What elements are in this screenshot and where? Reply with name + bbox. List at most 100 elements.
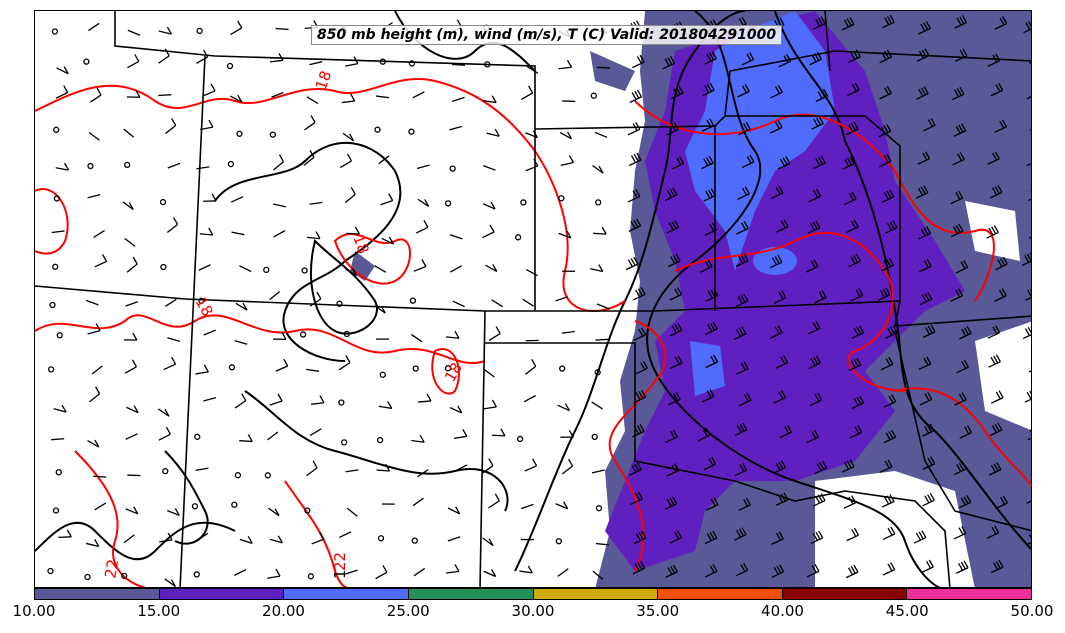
wind-barb [341, 93, 356, 104]
wind-barb [234, 393, 247, 409]
wind-barb [412, 91, 425, 99]
wind-barb [85, 539, 100, 548]
wind-barb [595, 505, 603, 512]
colorbar-tick-label: 20.00 [262, 602, 305, 620]
temp-label: 22 [331, 552, 349, 571]
wind-barb [775, 219, 789, 233]
wind-barb [703, 456, 717, 471]
wind-barb [484, 61, 491, 68]
wind-barb [416, 164, 430, 170]
wind-barb [590, 264, 604, 273]
wind-barb [848, 49, 861, 63]
wind-barb [814, 460, 828, 475]
wind-barb [310, 395, 325, 405]
wind-barb [881, 257, 895, 272]
wind-barb [950, 288, 964, 302]
wind-barb [733, 326, 747, 340]
wind-barb [416, 469, 429, 478]
wind-barb [882, 526, 896, 541]
wind-barb [670, 355, 683, 370]
wind-barb [483, 569, 497, 578]
wind-barb [882, 562, 896, 576]
wind-barb [275, 358, 289, 372]
wind-barb [555, 296, 568, 302]
wind-barb [846, 219, 859, 234]
wind-barb [515, 234, 522, 241]
height-contours [35, 11, 1031, 587]
wind-barb [915, 185, 929, 199]
wind-barb [918, 21, 931, 35]
wind-barb [482, 224, 495, 239]
wind-barb [665, 564, 678, 578]
wind-barb [84, 573, 91, 581]
wind-barb [809, 392, 823, 407]
wind-barb [525, 359, 537, 375]
wind-barb [304, 507, 311, 514]
wind-barb [560, 155, 574, 167]
wind-barb [87, 323, 101, 335]
wind-barb [449, 234, 463, 240]
wind-barb [158, 26, 172, 35]
wind-barb [88, 22, 100, 32]
wind-barb [955, 260, 969, 274]
temp-contour-11 [35, 188, 69, 255]
wind-barb [126, 89, 141, 98]
temp-contour-3 [634, 100, 995, 302]
wind-barb [455, 464, 468, 472]
wind-barb [633, 530, 647, 545]
wind-barb [56, 332, 63, 339]
wind-barb [199, 227, 214, 236]
wind-barb [230, 94, 243, 103]
wind-barb [525, 130, 538, 139]
wind-barb [846, 121, 859, 136]
wind-barb [88, 131, 100, 141]
wind-barb [629, 89, 643, 103]
wind-barb [83, 58, 90, 65]
height-contour-1 [514, 11, 746, 572]
wind-barb [93, 229, 105, 238]
wind-barb [123, 534, 135, 544]
wind-barb [959, 326, 972, 340]
wind-barb [779, 424, 793, 439]
wind-barb [664, 496, 678, 510]
wind-barb [1026, 96, 1031, 100]
wind-barb [596, 303, 610, 310]
wind-barb [417, 198, 430, 207]
wind-barb [628, 218, 642, 232]
wind-barb [167, 337, 181, 343]
temp-contour-9 [333, 233, 411, 285]
temp-contour-1 [35, 78, 626, 312]
wind-barb [879, 459, 893, 473]
colorbar-tick-label: 35.00 [636, 602, 680, 620]
wind-barb [196, 27, 203, 35]
wind-barb [848, 253, 862, 268]
wind-barb [303, 149, 315, 166]
height-contour-5 [214, 142, 402, 362]
wind-barb [558, 59, 573, 70]
wind-barb [704, 530, 718, 545]
wind-barb [847, 82, 860, 97]
temp-contour-8 [284, 480, 348, 587]
wind-barb [413, 259, 427, 272]
wind-barb [916, 86, 929, 100]
wind-barb [919, 258, 932, 273]
temp-label: 18 [312, 68, 335, 92]
wind-barb [55, 162, 70, 171]
wind-barb [451, 96, 465, 102]
wind-barb [198, 264, 211, 271]
wind-barb [591, 469, 605, 474]
wind-barb [843, 191, 857, 206]
wind-barb [741, 154, 755, 169]
height-label: 1 [331, 569, 349, 579]
wind-barb [123, 128, 135, 138]
temp-contour-4 [674, 231, 906, 392]
wind-barb [163, 356, 177, 371]
wind-barb [449, 265, 462, 273]
wind-barb [87, 439, 100, 448]
wind-barb [55, 469, 62, 476]
wind-barb [491, 299, 504, 308]
wind-barb [523, 395, 536, 403]
wind-barb [702, 82, 715, 97]
wind-barb [345, 469, 359, 473]
wind-barb [841, 17, 855, 31]
